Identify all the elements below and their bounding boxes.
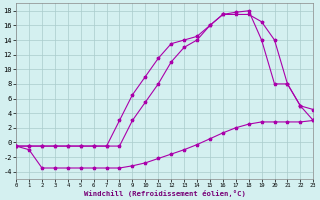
X-axis label: Windchill (Refroidissement éolien,°C): Windchill (Refroidissement éolien,°C): [84, 190, 246, 197]
